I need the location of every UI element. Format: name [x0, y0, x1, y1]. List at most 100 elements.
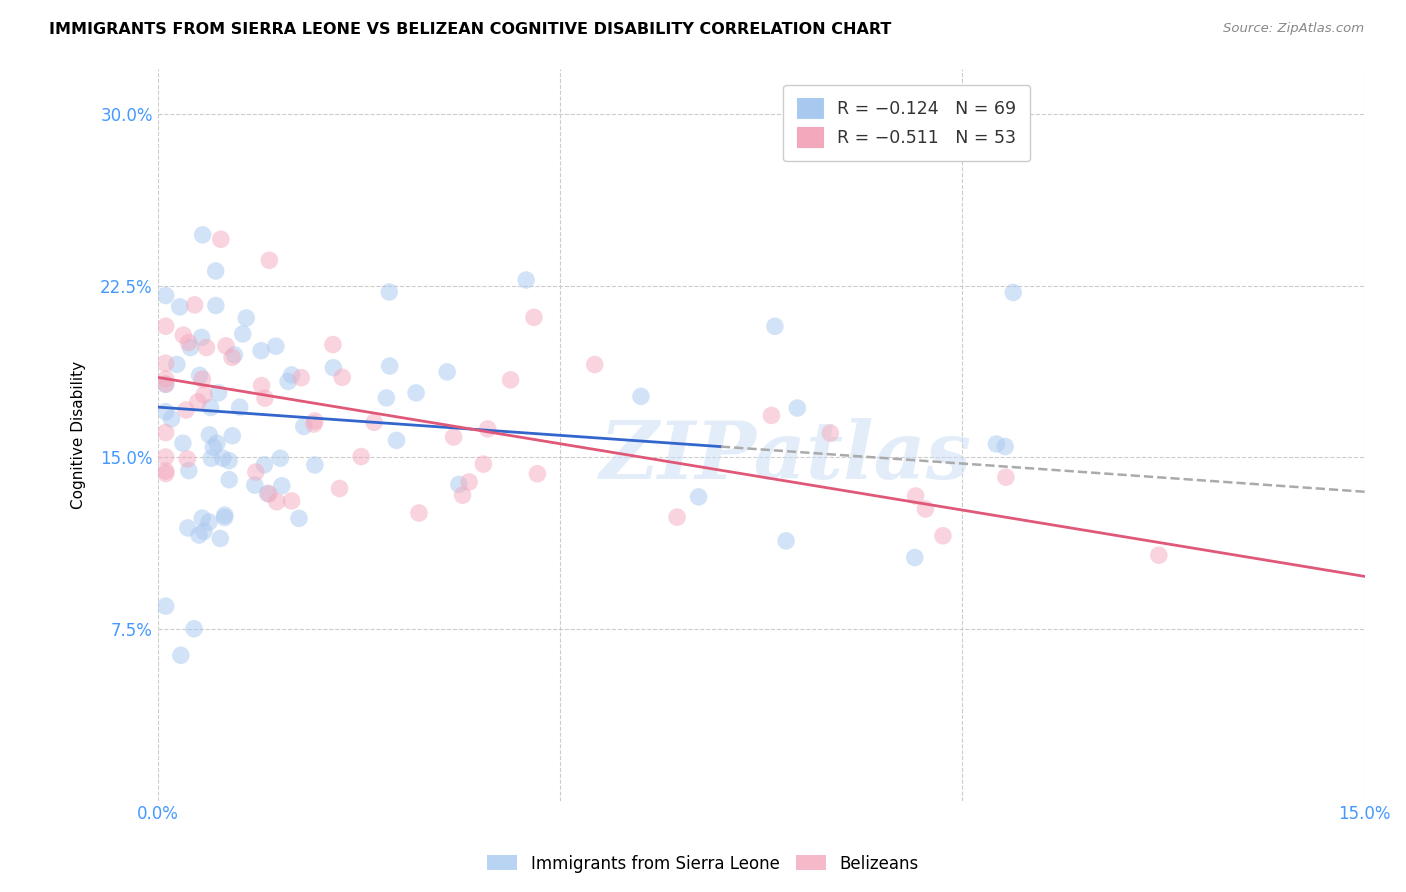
- Point: [166, 358, 188, 372]
- Point: [221, 429, 243, 443]
- Point: [155, 376, 177, 391]
- Point: [155, 377, 177, 392]
- Point: [200, 401, 222, 415]
- Point: [188, 368, 211, 383]
- Point: [191, 372, 214, 386]
- Point: [209, 232, 232, 246]
- Point: [277, 375, 299, 389]
- Point: [264, 339, 287, 353]
- Point: [211, 451, 233, 466]
- Point: [209, 532, 232, 546]
- Point: [250, 378, 273, 392]
- Point: [183, 622, 205, 636]
- Point: [218, 473, 240, 487]
- Point: [253, 391, 276, 405]
- Text: IMMIGRANTS FROM SIERRA LEONE VS BELIZEAN COGNITIVE DISABILITY CORRELATION CHART: IMMIGRANTS FROM SIERRA LEONE VS BELIZEAN…: [49, 22, 891, 37]
- Point: [280, 368, 302, 382]
- Point: [290, 370, 312, 384]
- Point: [174, 403, 197, 417]
- Point: [269, 451, 291, 466]
- Point: [218, 453, 240, 467]
- Point: [205, 299, 228, 313]
- Point: [202, 440, 225, 454]
- Point: [1147, 548, 1170, 562]
- Point: [155, 319, 177, 334]
- Point: [177, 335, 200, 350]
- Point: [155, 356, 177, 370]
- Point: [200, 451, 222, 466]
- Point: [666, 510, 689, 524]
- Point: [245, 465, 267, 479]
- Point: [155, 288, 177, 302]
- Point: [526, 467, 548, 481]
- Point: [515, 273, 537, 287]
- Point: [257, 487, 280, 501]
- Point: [405, 385, 427, 400]
- Legend: R = −0.124   N = 69, R = −0.511   N = 53: R = −0.124 N = 69, R = −0.511 N = 53: [783, 85, 1031, 161]
- Point: [688, 490, 710, 504]
- Point: [172, 328, 194, 343]
- Point: [904, 550, 927, 565]
- Point: [207, 385, 229, 400]
- Point: [786, 401, 808, 415]
- Point: [630, 389, 652, 403]
- Point: [375, 391, 398, 405]
- Point: [172, 436, 194, 450]
- Point: [932, 529, 955, 543]
- Point: [214, 510, 236, 524]
- Point: [169, 300, 191, 314]
- Point: [436, 365, 458, 379]
- Point: [472, 457, 495, 471]
- Point: [292, 419, 315, 434]
- Point: [214, 508, 236, 523]
- Point: [224, 348, 246, 362]
- Point: [447, 477, 470, 491]
- Point: [235, 310, 257, 325]
- Point: [253, 458, 276, 472]
- Point: [499, 373, 522, 387]
- Point: [170, 648, 193, 663]
- Point: [250, 343, 273, 358]
- Point: [378, 359, 401, 373]
- Point: [350, 450, 373, 464]
- Point: [914, 502, 936, 516]
- Text: Source: ZipAtlas.com: Source: ZipAtlas.com: [1223, 22, 1364, 36]
- Point: [191, 511, 214, 525]
- Point: [187, 395, 209, 409]
- Point: [583, 358, 606, 372]
- Point: [443, 430, 465, 444]
- Point: [994, 440, 1017, 454]
- Legend: Immigrants from Sierra Leone, Belizeans: Immigrants from Sierra Leone, Belizeans: [481, 848, 925, 880]
- Point: [904, 489, 927, 503]
- Point: [288, 511, 311, 525]
- Point: [259, 253, 281, 268]
- Point: [363, 415, 385, 429]
- Point: [177, 464, 200, 478]
- Point: [322, 337, 344, 351]
- Y-axis label: Cognitive Disability: Cognitive Disability: [72, 360, 86, 508]
- Point: [328, 482, 350, 496]
- Point: [385, 434, 408, 448]
- Point: [155, 599, 177, 614]
- Point: [232, 326, 254, 341]
- Point: [193, 388, 215, 402]
- Point: [477, 422, 499, 436]
- Text: ZIPatlas: ZIPatlas: [599, 417, 972, 495]
- Point: [221, 351, 243, 365]
- Point: [193, 524, 215, 539]
- Point: [160, 412, 183, 426]
- Point: [195, 341, 218, 355]
- Point: [302, 417, 325, 431]
- Point: [155, 425, 177, 440]
- Point: [986, 437, 1008, 451]
- Point: [228, 400, 250, 414]
- Point: [458, 475, 481, 489]
- Point: [155, 467, 177, 481]
- Point: [270, 479, 292, 493]
- Point: [215, 339, 238, 353]
- Point: [451, 488, 474, 502]
- Point: [820, 426, 842, 441]
- Point: [761, 409, 783, 423]
- Point: [256, 486, 278, 500]
- Point: [176, 451, 198, 466]
